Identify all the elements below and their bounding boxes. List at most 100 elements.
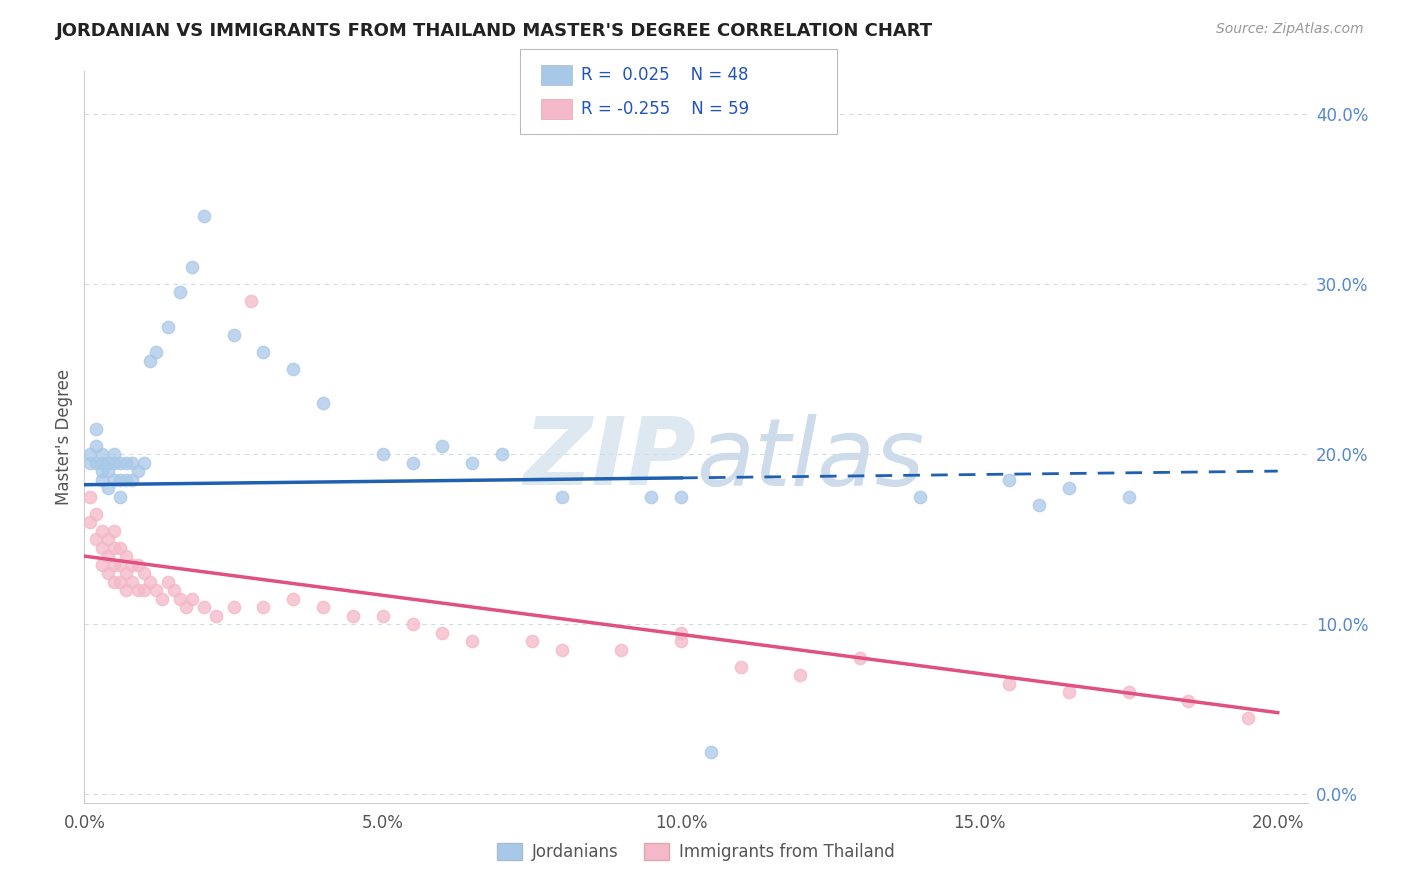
Point xyxy=(79,515,101,529)
Point xyxy=(108,456,131,470)
Point xyxy=(1057,481,1080,495)
Point xyxy=(84,456,107,470)
Point xyxy=(115,473,138,487)
Point xyxy=(849,651,872,665)
Point xyxy=(193,209,215,223)
Point xyxy=(908,490,931,504)
Point xyxy=(115,456,138,470)
Point xyxy=(115,549,138,563)
Point xyxy=(84,421,107,435)
Point xyxy=(127,583,149,598)
Point xyxy=(91,524,114,538)
Point xyxy=(139,353,162,368)
Point xyxy=(91,473,114,487)
Point xyxy=(610,642,633,657)
Point xyxy=(145,345,167,359)
Point xyxy=(163,583,186,598)
Point xyxy=(640,490,662,504)
Point xyxy=(150,591,173,606)
Point xyxy=(103,574,125,589)
Point xyxy=(669,625,692,640)
Point xyxy=(461,634,484,648)
Point xyxy=(169,591,191,606)
Point xyxy=(551,642,574,657)
Point xyxy=(108,541,131,555)
Point xyxy=(491,447,513,461)
Point xyxy=(1118,685,1140,699)
Point xyxy=(91,558,114,572)
Point xyxy=(97,464,120,478)
Text: R = -0.255    N = 59: R = -0.255 N = 59 xyxy=(581,100,749,118)
Point xyxy=(998,473,1021,487)
Point xyxy=(789,668,811,682)
Point xyxy=(998,677,1021,691)
Point xyxy=(222,328,245,343)
Point xyxy=(312,396,335,410)
Text: ZIP: ZIP xyxy=(523,413,696,505)
Point xyxy=(84,507,107,521)
Text: JORDANIAN VS IMMIGRANTS FROM THAILAND MASTER'S DEGREE CORRELATION CHART: JORDANIAN VS IMMIGRANTS FROM THAILAND MA… xyxy=(56,22,934,40)
Point xyxy=(1118,490,1140,504)
Point xyxy=(401,617,423,632)
Point xyxy=(432,625,454,640)
Point xyxy=(156,574,179,589)
Point xyxy=(103,473,125,487)
Point xyxy=(103,558,125,572)
Point xyxy=(342,608,364,623)
Point xyxy=(108,574,131,589)
Point xyxy=(669,634,692,648)
Point xyxy=(91,541,114,555)
Point xyxy=(169,285,191,300)
Point xyxy=(1028,498,1050,512)
Point xyxy=(1177,694,1199,708)
Point xyxy=(520,634,543,648)
Point xyxy=(121,456,143,470)
Point xyxy=(91,447,114,461)
Point xyxy=(1057,685,1080,699)
Point xyxy=(252,345,274,359)
Point xyxy=(103,541,125,555)
Point xyxy=(79,456,101,470)
Point xyxy=(252,600,274,615)
Point xyxy=(180,260,202,274)
Text: atlas: atlas xyxy=(696,414,924,505)
Point xyxy=(551,490,574,504)
Point xyxy=(730,659,752,673)
Text: Source: ZipAtlas.com: Source: ZipAtlas.com xyxy=(1216,22,1364,37)
Point xyxy=(174,600,197,615)
Point xyxy=(97,566,120,581)
Point xyxy=(401,456,423,470)
Point xyxy=(79,447,101,461)
Point xyxy=(283,362,305,376)
Point xyxy=(103,524,125,538)
Point xyxy=(84,439,107,453)
Point xyxy=(91,464,114,478)
Point xyxy=(115,566,138,581)
Point xyxy=(432,439,454,453)
Y-axis label: Master's Degree: Master's Degree xyxy=(55,369,73,505)
Point xyxy=(103,447,125,461)
Point xyxy=(91,456,114,470)
Point xyxy=(121,473,143,487)
Point xyxy=(371,608,394,623)
Point xyxy=(108,490,131,504)
Point xyxy=(132,566,155,581)
Point xyxy=(139,574,162,589)
Point xyxy=(97,549,120,563)
Point xyxy=(669,490,692,504)
Point xyxy=(312,600,335,615)
Point xyxy=(127,558,149,572)
Point xyxy=(156,319,179,334)
Point xyxy=(115,583,138,598)
Point xyxy=(193,600,215,615)
Point xyxy=(79,490,101,504)
Point xyxy=(121,558,143,572)
Point xyxy=(222,600,245,615)
Point xyxy=(700,745,723,759)
Point xyxy=(97,481,120,495)
Point xyxy=(240,293,263,308)
Point xyxy=(461,456,484,470)
Point xyxy=(180,591,202,606)
Point xyxy=(371,447,394,461)
Text: R =  0.025    N = 48: R = 0.025 N = 48 xyxy=(581,66,748,84)
